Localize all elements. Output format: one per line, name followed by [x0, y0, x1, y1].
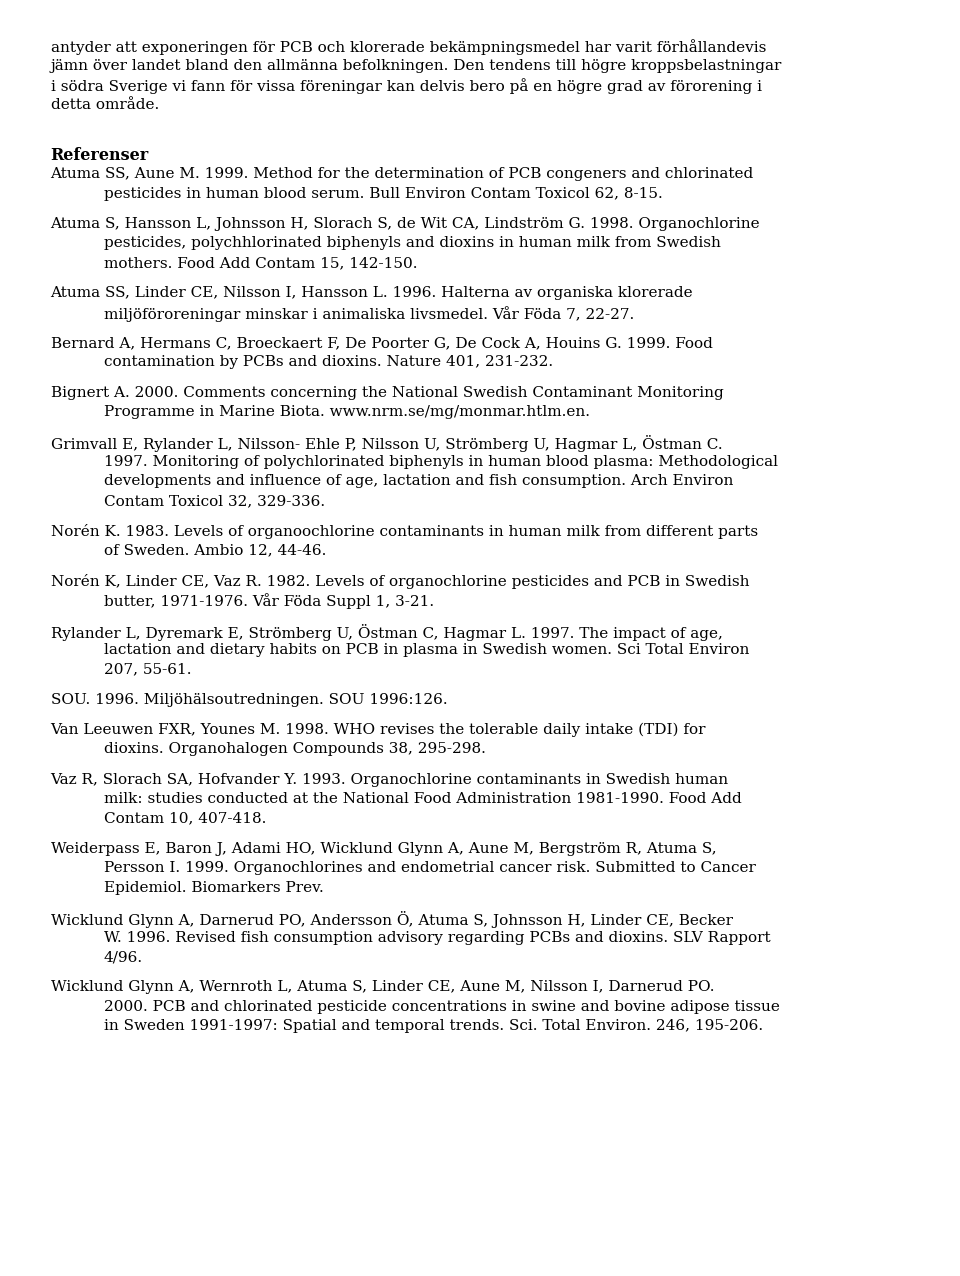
- Text: 1997. Monitoring of polychlorinated biphenyls in human blood plasma: Methodologi: 1997. Monitoring of polychlorinated biph…: [104, 454, 778, 468]
- Text: miljöföroreningar minskar i animaliska livsmedel. Vår Föda 7, 22-27.: miljöföroreningar minskar i animaliska l…: [104, 306, 635, 322]
- Text: Wicklund Glynn A, Darnerud PO, Andersson Ö, Atuma S, Johnsson H, Linder CE, Beck: Wicklund Glynn A, Darnerud PO, Andersson…: [51, 911, 732, 928]
- Text: dioxins. Organohalogen Compounds 38, 295-298.: dioxins. Organohalogen Compounds 38, 295…: [104, 743, 486, 757]
- Text: contamination by PCBs and dioxins. Nature 401, 231-232.: contamination by PCBs and dioxins. Natur…: [104, 356, 553, 369]
- Text: 4/96.: 4/96.: [104, 951, 143, 965]
- Text: Programme in Marine Biota. www.nrm.se/mg/monmar.htlm.en.: Programme in Marine Biota. www.nrm.se/mg…: [104, 404, 589, 419]
- Text: milk: studies conducted at the National Food Administration 1981-1990. Food Add: milk: studies conducted at the National …: [104, 792, 742, 806]
- Text: Atuma SS, Linder CE, Nilsson I, Hansson L. 1996. Halterna av organiska klorerade: Atuma SS, Linder CE, Nilsson I, Hansson …: [51, 286, 693, 300]
- Text: Van Leeuwen FXR, Younes M. 1998. WHO revises the tolerable daily intake (TDI) fo: Van Leeuwen FXR, Younes M. 1998. WHO rev…: [51, 723, 706, 738]
- Text: Vaz R, Slorach SA, Hofvander Y. 1993. Organochlorine contaminants in Swedish hum: Vaz R, Slorach SA, Hofvander Y. 1993. Or…: [51, 773, 729, 787]
- Text: Wicklund Glynn A, Wernroth L, Atuma S, Linder CE, Aune M, Nilsson I, Darnerud PO: Wicklund Glynn A, Wernroth L, Atuma S, L…: [51, 980, 714, 994]
- Text: butter, 1971-1976. Vår Föda Suppl 1, 3-21.: butter, 1971-1976. Vår Föda Suppl 1, 3-2…: [104, 593, 434, 609]
- Text: Atuma S, Hansson L, Johnsson H, Slorach S, de Wit CA, Lindström G. 1998. Organoc: Atuma S, Hansson L, Johnsson H, Slorach …: [51, 217, 760, 231]
- Text: lactation and dietary habits on PCB in plasma in Swedish women. Sci Total Enviro: lactation and dietary habits on PCB in p…: [104, 643, 750, 657]
- Text: jämn över landet bland den allmänna befolkningen. Den tendens till högre kroppsb: jämn över landet bland den allmänna befo…: [51, 59, 781, 73]
- Text: Atuma SS, Aune M. 1999. Method for the determination of PCB congeners and chlori: Atuma SS, Aune M. 1999. Method for the d…: [51, 167, 754, 181]
- Text: 2000. PCB and chlorinated pesticide concentrations in swine and bovine adipose t: 2000. PCB and chlorinated pesticide conc…: [104, 1000, 780, 1014]
- Text: Persson I. 1999. Organochlorines and endometrial cancer risk. Submitted to Cance: Persson I. 1999. Organochlorines and end…: [104, 861, 756, 875]
- Text: Contam Toxicol 32, 329-336.: Contam Toxicol 32, 329-336.: [104, 494, 325, 508]
- Text: 207, 55-61.: 207, 55-61.: [104, 662, 191, 676]
- Text: Weiderpass E, Baron J, Adami HO, Wicklund Glynn A, Aune M, Bergström R, Atuma S,: Weiderpass E, Baron J, Adami HO, Wicklun…: [51, 842, 716, 856]
- Text: Rylander L, Dyremark E, Strömberg U, Östman C, Hagmar L. 1997. The impact of age: Rylander L, Dyremark E, Strömberg U, Öst…: [51, 624, 722, 641]
- Text: Norén K. 1983. Levels of organoochlorine contaminants in human milk from differe: Norén K. 1983. Levels of organoochlorine…: [51, 524, 757, 538]
- Text: detta område.: detta område.: [51, 98, 158, 112]
- Text: antyder att exponeringen för PCB och klorerade bekämpningsmedel har varit förhål: antyder att exponeringen för PCB och klo…: [51, 40, 766, 55]
- Text: Epidemiol. Biomarkers Prev.: Epidemiol. Biomarkers Prev.: [104, 880, 324, 894]
- Text: Grimvall E, Rylander L, Nilsson- Ehle P, Nilsson U, Strömberg U, Hagmar L, Östma: Grimvall E, Rylander L, Nilsson- Ehle P,…: [51, 435, 722, 453]
- Text: in Sweden 1991-1997: Spatial and temporal trends. Sci. Total Environ. 246, 195-2: in Sweden 1991-1997: Spatial and tempora…: [104, 1020, 763, 1034]
- Text: i södra Sverige vi fann för vissa föreningar kan delvis bero på en högre grad av: i södra Sverige vi fann för vissa föreni…: [51, 79, 761, 94]
- Text: SOU. 1996. Miljöhälsoutredningen. SOU 1996:126.: SOU. 1996. Miljöhälsoutredningen. SOU 19…: [51, 693, 447, 707]
- Text: Referenser: Referenser: [51, 147, 149, 163]
- Text: Norén K, Linder CE, Vaz R. 1982. Levels of organochlorine pesticides and PCB in : Norén K, Linder CE, Vaz R. 1982. Levels …: [51, 574, 749, 588]
- Text: of Sweden. Ambio 12, 44-46.: of Sweden. Ambio 12, 44-46.: [104, 544, 326, 558]
- Text: pesticides, polychhlorinated biphenyls and dioxins in human milk from Swedish: pesticides, polychhlorinated biphenyls a…: [104, 236, 721, 250]
- Text: Contam 10, 407-418.: Contam 10, 407-418.: [104, 812, 266, 826]
- Text: developments and influence of age, lactation and fish consumption. Arch Environ: developments and influence of age, lacta…: [104, 475, 733, 489]
- Text: mothers. Food Add Contam 15, 142-150.: mothers. Food Add Contam 15, 142-150.: [104, 256, 418, 271]
- Text: Bernard A, Hermans C, Broeckaert F, De Poorter G, De Cock A, Houins G. 1999. Foo: Bernard A, Hermans C, Broeckaert F, De P…: [51, 336, 712, 350]
- Text: W. 1996. Revised fish consumption advisory regarding PCBs and dioxins. SLV Rappo: W. 1996. Revised fish consumption adviso…: [104, 930, 771, 944]
- Text: Bignert A. 2000. Comments concerning the National Swedish Contaminant Monitoring: Bignert A. 2000. Comments concerning the…: [51, 385, 723, 399]
- Text: pesticides in human blood serum. Bull Environ Contam Toxicol 62, 8-15.: pesticides in human blood serum. Bull En…: [104, 186, 662, 200]
